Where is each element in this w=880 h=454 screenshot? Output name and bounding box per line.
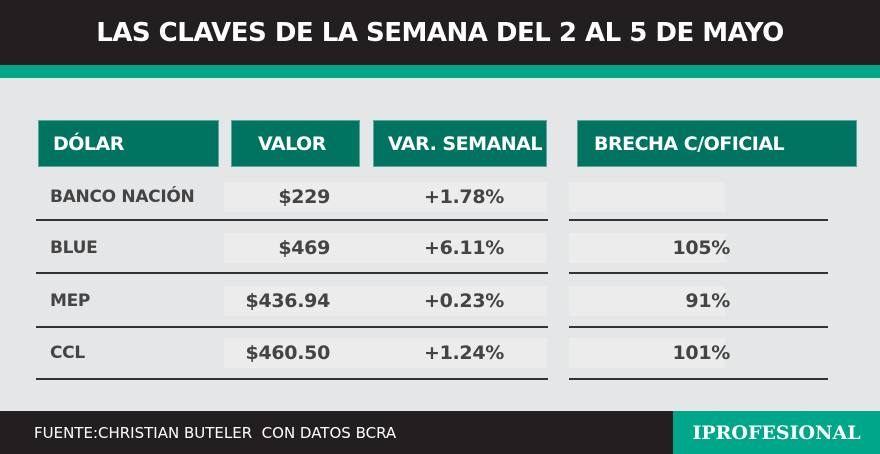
row-divider: [569, 272, 828, 274]
row-divider: [36, 219, 548, 221]
row-divider: [36, 272, 548, 274]
accent-stripe: [0, 65, 880, 78]
row-var: +6.11%: [423, 237, 504, 259]
row-dolar: CCL: [50, 343, 85, 363]
row-brecha: 101%: [672, 342, 731, 364]
row-divider: [569, 378, 828, 380]
row-shade: [569, 233, 725, 263]
row-divider: [569, 219, 828, 221]
row-shade: [224, 338, 547, 368]
header-valor: VALOR: [231, 120, 360, 167]
row-dolar: BLUE: [50, 238, 98, 258]
row-shade: [569, 338, 725, 368]
row-var: +0.23%: [423, 290, 504, 312]
row-shade: [569, 286, 725, 316]
source-note: FUENTE:CHRISTIAN BUTELER CON DATOS BCRA: [34, 423, 397, 442]
row-brecha: 91%: [685, 290, 730, 312]
row-valor: $460.50: [245, 342, 331, 364]
row-var: +1.78%: [423, 186, 504, 208]
row-var: +1.24%: [423, 342, 504, 364]
row-divider: [36, 326, 548, 328]
row-shade: [224, 182, 547, 212]
header-brecha: BRECHA C/OFICIAL: [577, 120, 857, 167]
row-shade: [224, 233, 547, 263]
row-valor: $469: [278, 237, 330, 259]
page-title: LAS CLAVES DE LA SEMANA DEL 2 AL 5 DE MA…: [0, 0, 880, 65]
iprofesional-logo: IPROFESIONAL: [673, 411, 880, 454]
header-var-semanal: VAR. SEMANAL: [373, 120, 547, 167]
row-brecha: 105%: [672, 237, 731, 259]
row-dolar: BANCO NACIÓN: [50, 187, 195, 207]
row-brecha: [620, 182, 730, 212]
row-divider: [569, 326, 828, 328]
row-divider: [36, 378, 548, 380]
row-shade: [569, 182, 725, 212]
header-dolar: DÓLAR: [38, 120, 219, 167]
row-shade: [224, 286, 547, 316]
row-dolar: MEP: [50, 291, 91, 311]
row-valor: $436.94: [245, 290, 331, 312]
row-valor: $229: [278, 186, 330, 208]
